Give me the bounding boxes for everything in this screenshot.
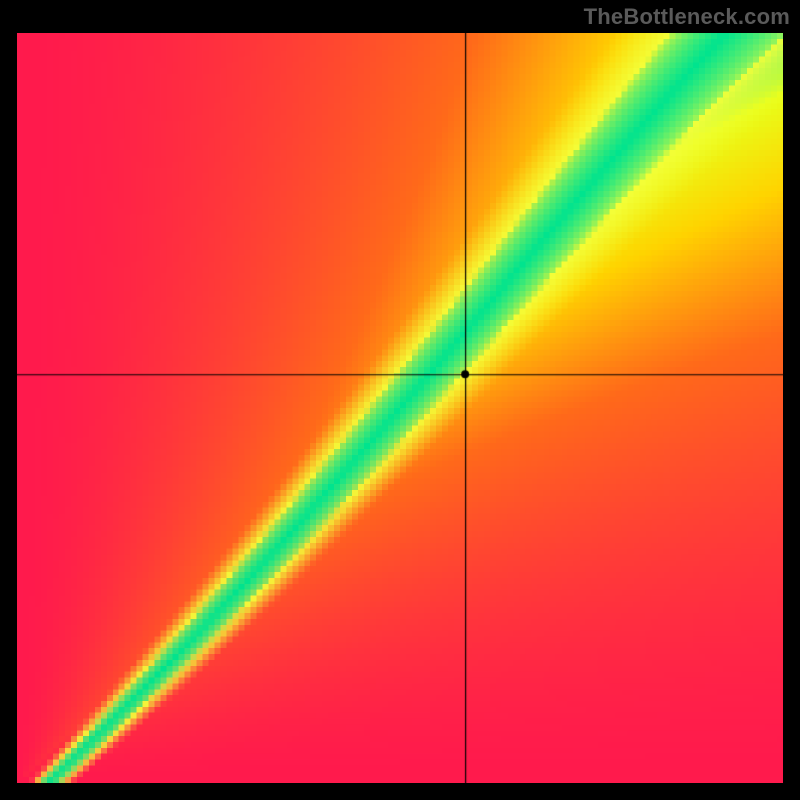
crosshair-overlay [17,33,783,783]
watermark-text: TheBottleneck.com [584,4,790,30]
chart-container: TheBottleneck.com [0,0,800,800]
